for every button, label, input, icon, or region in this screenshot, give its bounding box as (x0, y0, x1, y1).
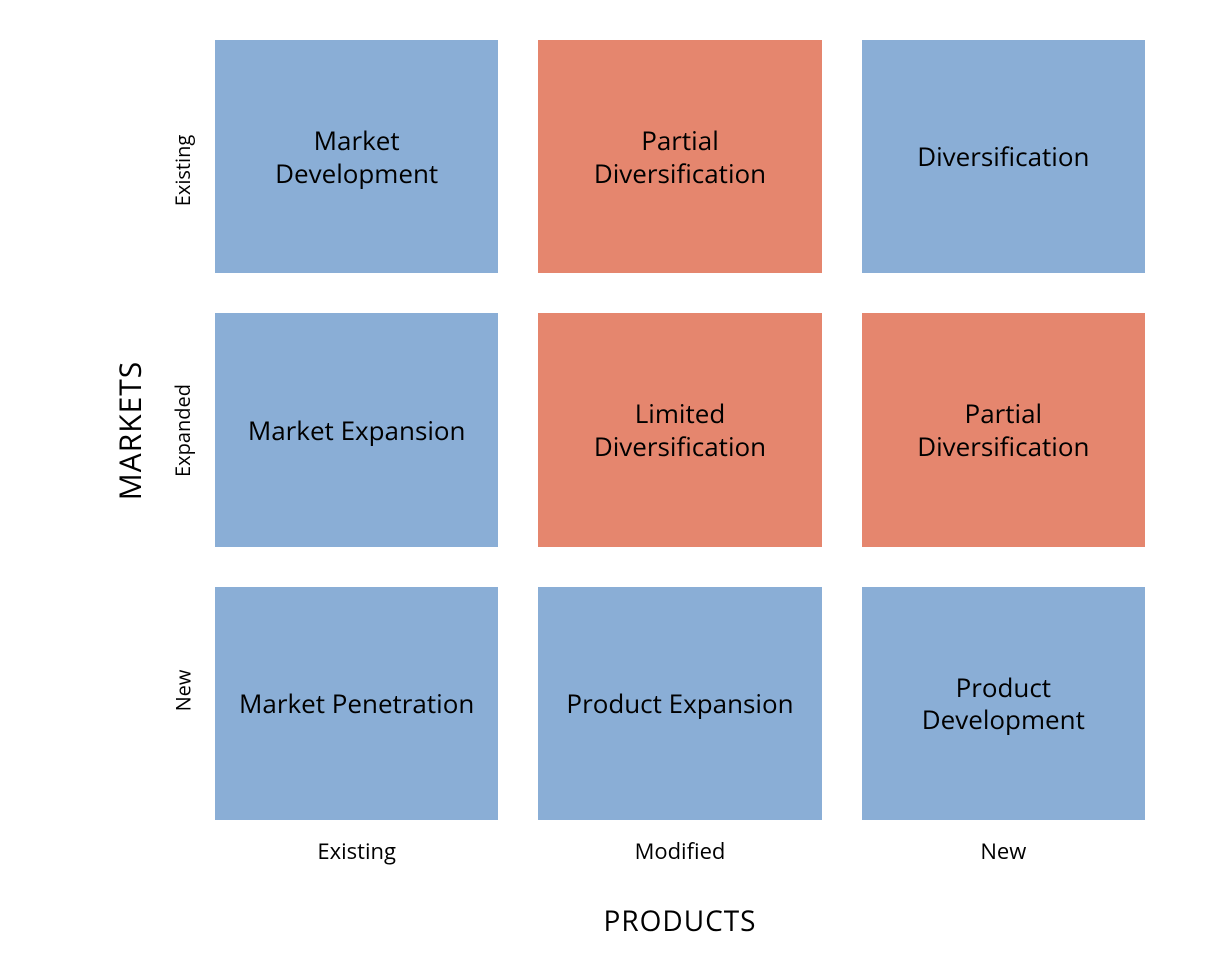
cell-limited-diversification: Limited Diversification (538, 313, 821, 546)
col-label-new: New (862, 830, 1145, 870)
row-label-text: Expanded (169, 384, 196, 477)
cell-product-expansion: Product Expansion (538, 587, 821, 820)
matrix-grid: Market Development Partial Diversificati… (215, 40, 1145, 820)
row-label-existing: Existing (160, 40, 205, 300)
cell-label: Product Expansion (566, 687, 793, 720)
cell-label: Market Development (235, 124, 478, 189)
cell-label: Product Development (882, 671, 1125, 736)
row-label-text: Existing (169, 134, 196, 205)
cell-label: Limited Diversification (558, 397, 801, 462)
col-labels: Existing Modified New (215, 830, 1145, 870)
cell-product-development: Product Development (862, 587, 1145, 820)
cell-market-penetration: Market Penetration (215, 587, 498, 820)
row-labels: Existing Expanded New (160, 40, 205, 820)
col-label-modified: Modified (538, 830, 821, 870)
cell-partial-diversification-mid: Partial Diversification (862, 313, 1145, 546)
y-axis-title: MARKETS (110, 360, 151, 499)
cell-partial-diversification-top: Partial Diversification (538, 40, 821, 273)
y-axis-title-wrap: MARKETS (105, 40, 155, 820)
cell-market-development: Market Development (215, 40, 498, 273)
cell-label: Partial Diversification (882, 397, 1125, 462)
cell-market-expansion: Market Expansion (215, 313, 498, 546)
cell-diversification: Diversification (862, 40, 1145, 273)
row-label-text: New (169, 669, 196, 711)
x-axis-title: PRODUCTS (215, 902, 1145, 940)
matrix-container: MARKETS Existing Expanded New Market Dev… (105, 40, 1185, 940)
cell-label: Partial Diversification (558, 124, 801, 189)
cell-label: Market Penetration (239, 687, 474, 720)
row-label-new: New (160, 560, 205, 820)
row-label-expanded: Expanded (160, 300, 205, 560)
col-label-existing: Existing (215, 830, 498, 870)
cell-label: Market Expansion (248, 414, 466, 447)
cell-label: Diversification (917, 140, 1089, 173)
